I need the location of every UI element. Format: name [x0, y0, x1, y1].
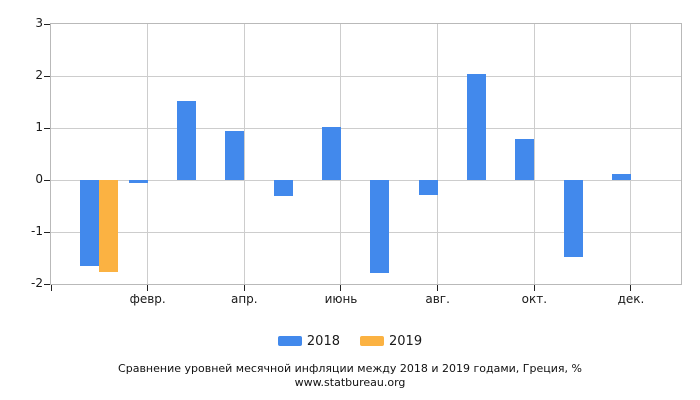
bar-2018-сент.	[466, 74, 486, 180]
bar-2018-июль	[370, 180, 390, 273]
x-axis-label: дек.	[617, 292, 645, 306]
y-axis-tick	[44, 75, 50, 77]
x-axis-tick	[147, 285, 149, 291]
y-axis-tick	[44, 23, 50, 25]
x-axis-tick	[340, 285, 342, 291]
y-axis-tick	[44, 283, 50, 285]
legend-label-2018: 2018	[306, 333, 340, 349]
y-axis-label: 1	[35, 120, 43, 134]
bar-2018-нояб.	[563, 180, 583, 258]
legend-swatch-2019	[360, 336, 384, 346]
bar-2018-февр.	[128, 180, 148, 183]
bar-2018-авг.	[418, 180, 438, 196]
x-axis-corner-tick	[51, 285, 52, 291]
gridline-h	[51, 127, 681, 129]
x-axis-label: авг.	[425, 292, 450, 306]
x-axis-label: окт.	[521, 292, 548, 306]
gridline-v	[243, 24, 245, 284]
gridline-v	[147, 24, 149, 284]
x-axis-tick	[533, 285, 535, 291]
legend-item-2018: 2018	[277, 333, 340, 349]
gridline-v	[437, 24, 439, 284]
legend: 2018 2019	[0, 333, 700, 349]
gridline-h	[51, 179, 681, 181]
bar-2019-янв.	[99, 180, 119, 272]
y-axis-label: -2	[31, 276, 43, 290]
y-axis-tick	[44, 127, 50, 129]
legend-item-2019: 2019	[360, 334, 422, 349]
chart-title: Сравнение уровней месячной инфляции межд…	[118, 362, 582, 375]
gridline-h	[51, 231, 681, 233]
x-axis-tick	[243, 285, 245, 291]
y-axis-tick	[44, 179, 50, 181]
bar-2018-окт.	[515, 139, 535, 180]
chart-source-url: www.statbureau.org	[294, 376, 406, 389]
gridline-h	[51, 75, 681, 77]
bar-2018-июнь	[321, 127, 341, 180]
plot-area: 3 2 1 0 -1 -2 февр. апр. июнь авг. окт. дек.	[31, 17, 682, 306]
bar-2018-янв.	[80, 180, 100, 267]
y-axis-label: 0	[35, 172, 43, 186]
y-axis-label: 2	[35, 68, 43, 82]
bar-2018-апр.	[225, 131, 245, 180]
chart-title-block: Сравнение уровней месячной инфляции межд…	[0, 362, 700, 390]
gridline-v	[533, 24, 535, 284]
y-axis-label: 3	[35, 16, 43, 30]
gridline-v	[340, 24, 342, 284]
gridline-v	[630, 24, 632, 284]
bar-2018-дек.	[611, 174, 631, 180]
bar-2018-март	[176, 101, 196, 180]
bar-2018-май	[273, 180, 293, 197]
y-axis-label: -1	[31, 224, 43, 238]
legend-swatch-2018	[277, 336, 302, 346]
x-axis-label: февр.	[129, 292, 166, 306]
legend-label-2019: 2019	[389, 333, 423, 349]
x-axis-label: июнь	[324, 292, 358, 306]
x-axis-label: апр.	[230, 292, 258, 306]
x-axis-tick	[437, 285, 439, 291]
x-axis-tick	[630, 285, 632, 291]
y-axis-tick	[44, 231, 50, 233]
